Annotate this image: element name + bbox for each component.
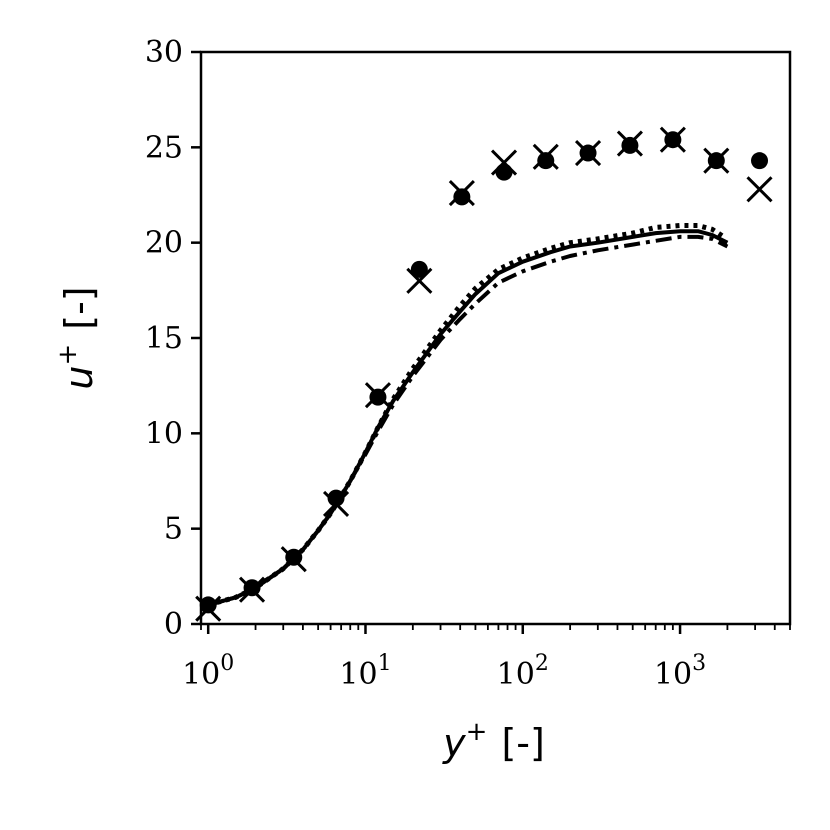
x-tick-label: 102	[497, 651, 549, 692]
x-point	[280, 546, 307, 573]
ticks-layer: 0 5 10 15 20 25 30 100 101 102 103	[145, 35, 791, 692]
y-axis-sup: +	[53, 344, 83, 366]
series-line-2	[207, 234, 729, 607]
x-point	[659, 126, 686, 153]
y-tick-label: 5	[164, 512, 183, 547]
y-tick-label: 30	[145, 35, 183, 70]
circle-point	[453, 188, 471, 206]
x-point	[574, 139, 602, 167]
y-axis-var: u	[57, 366, 101, 390]
y-tick-label: 10	[145, 416, 183, 451]
x-point	[703, 147, 730, 174]
circle-point	[410, 260, 428, 278]
circle-point	[537, 152, 555, 170]
x-tick-label: 101	[339, 651, 391, 692]
x-point	[448, 180, 475, 207]
x-point	[364, 382, 391, 409]
x-point	[532, 143, 559, 170]
x-axis-sup: +	[466, 717, 488, 747]
x-point	[322, 490, 350, 517]
y-tick-label: 25	[145, 130, 183, 165]
x-axis-label: y+ [-]	[442, 717, 545, 765]
x-tick-label: 100	[182, 651, 234, 692]
y-axis-label: u+ [-]	[53, 286, 101, 389]
x-point	[238, 576, 266, 603]
x-axis-var: y	[442, 721, 466, 765]
y-tick-label: 20	[145, 226, 183, 261]
circle-point	[199, 596, 217, 614]
y-tick-label: 15	[145, 321, 183, 356]
x-point	[746, 176, 773, 203]
circle-point	[495, 163, 513, 181]
x-axis-unit: [-]	[501, 721, 544, 765]
x-tick-label: 103	[654, 651, 706, 692]
y-axis-unit: [-]	[57, 286, 101, 329]
plot-frame	[199, 50, 792, 626]
circle-point	[327, 489, 345, 507]
x-point	[616, 130, 643, 157]
x-point	[406, 267, 433, 294]
y-tick-label: 0	[164, 607, 183, 642]
series-line-1	[207, 223, 726, 608]
x-point	[490, 149, 518, 176]
circle-point	[751, 152, 769, 170]
series-line-0	[207, 229, 729, 607]
series-layer	[195, 126, 773, 622]
